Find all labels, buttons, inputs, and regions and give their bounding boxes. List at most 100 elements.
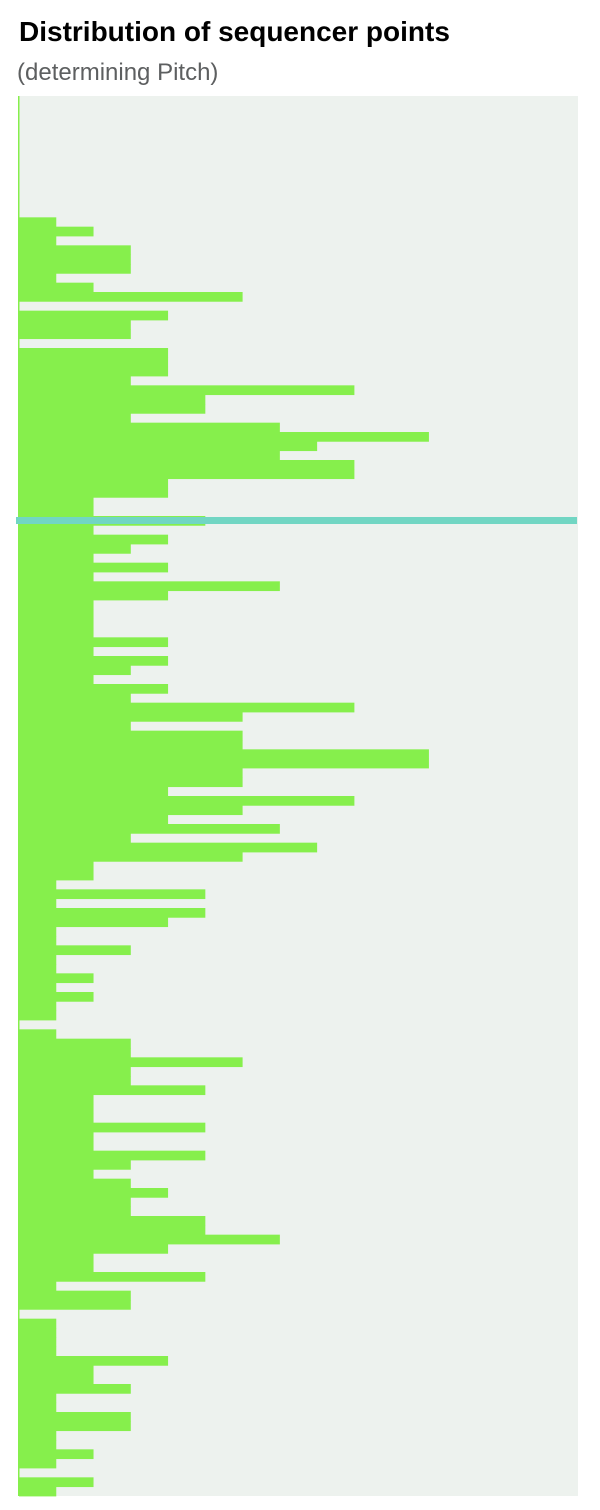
bar-r143 <box>19 1421 131 1432</box>
bar-r142 <box>19 1412 131 1422</box>
bar-r57 <box>19 618 94 629</box>
bar-r140 <box>19 1393 57 1404</box>
bar-r18 <box>19 254 131 265</box>
bar-r118 <box>19 1188 169 1198</box>
chart-subtitle: (determining Pitch) <box>17 59 219 86</box>
bar-r62 <box>19 665 131 676</box>
bar-r69 <box>19 730 243 741</box>
bar-r137 <box>19 1365 94 1376</box>
bar-r120 <box>19 1206 131 1217</box>
bar-r19 <box>19 264 131 274</box>
bar-r116 <box>19 1169 94 1180</box>
bar-r79 <box>19 824 280 834</box>
threshold-marker-line <box>16 517 577 524</box>
bar-r14 <box>19 217 57 228</box>
bar-r94 <box>19 964 57 974</box>
bar-r54 <box>19 590 169 601</box>
bar-r66 <box>19 702 355 713</box>
bar-r111 <box>19 1122 206 1133</box>
bar-r87 <box>19 898 57 909</box>
bar-r101 <box>19 1029 57 1040</box>
bar-r130 <box>19 1300 131 1310</box>
bar-r42 <box>19 478 169 489</box>
bar-r115 <box>19 1160 131 1170</box>
bar-r128 <box>19 1281 57 1292</box>
bar-r43 <box>19 488 169 498</box>
bar-r146 <box>19 1449 94 1460</box>
bar-r93 <box>19 954 57 965</box>
bar-r16 <box>19 236 57 246</box>
bar-r78 <box>19 814 169 825</box>
bar-r145 <box>19 1440 57 1450</box>
bar-r150 <box>19 1486 57 1497</box>
bar-r37 <box>19 432 429 442</box>
bar-r56 <box>19 609 94 620</box>
bar-r72 <box>19 758 429 769</box>
bar-r61 <box>19 656 169 666</box>
bar-r110 <box>19 1113 94 1124</box>
bar-r36 <box>19 422 280 433</box>
bar-r121 <box>19 1216 206 1226</box>
bar-r49 <box>19 544 131 554</box>
bar-r52 <box>19 572 94 582</box>
bar-r55 <box>19 600 94 610</box>
bar-r81 <box>19 842 318 853</box>
bar-r112 <box>19 1132 94 1142</box>
bar-r39 <box>19 450 280 461</box>
bar-r126 <box>19 1262 94 1273</box>
bar-r30 <box>19 366 169 377</box>
bar-r47 <box>19 525 94 536</box>
bar-r53 <box>19 581 280 592</box>
bar-r40 <box>19 460 355 470</box>
bar-r85 <box>19 880 57 890</box>
bar-r114 <box>19 1150 206 1161</box>
bar-r91 <box>19 936 57 946</box>
bar-r129 <box>19 1290 131 1301</box>
bar-r139 <box>19 1384 131 1394</box>
bar-r21 <box>19 282 94 293</box>
bar-r136 <box>19 1356 169 1366</box>
bar-r77 <box>19 805 243 816</box>
bar-r89 <box>19 917 169 928</box>
bar-r33 <box>19 394 206 405</box>
bar-r123 <box>19 1234 280 1245</box>
bar-r29 <box>19 357 169 368</box>
bar-r44 <box>19 497 94 508</box>
bar-r98 <box>19 1001 57 1012</box>
chart-title: Distribution of sequencer points <box>19 16 450 47</box>
bar-r17 <box>19 245 131 256</box>
bar-r74 <box>19 777 243 788</box>
bar-r105 <box>19 1066 131 1077</box>
bar-r75 <box>19 786 169 797</box>
bar-r38 <box>19 441 318 452</box>
bar-r86 <box>19 889 206 900</box>
bar-r122 <box>19 1225 206 1236</box>
bar-r124 <box>19 1244 169 1254</box>
bar-r22 <box>19 292 243 302</box>
bar-r67 <box>19 712 243 722</box>
bar-r80 <box>19 833 131 844</box>
bar-r106 <box>19 1076 131 1086</box>
bar-r83 <box>19 861 94 872</box>
bar-r133 <box>19 1328 57 1338</box>
bar-r132 <box>19 1318 57 1329</box>
bar-r147 <box>19 1458 57 1469</box>
bar-r108 <box>19 1094 94 1105</box>
bar-r103 <box>19 1048 131 1058</box>
bar-r48 <box>19 534 169 545</box>
bar-r134 <box>19 1337 57 1348</box>
bar-r138 <box>19 1374 94 1385</box>
bar-r84 <box>19 870 94 881</box>
bar-r149 <box>19 1477 94 1488</box>
bar-r92 <box>19 945 131 956</box>
bar-r20 <box>19 273 57 284</box>
bar-r125 <box>19 1253 94 1264</box>
bar-r63 <box>19 674 94 685</box>
bar-r82 <box>19 852 243 862</box>
bar-r25 <box>19 320 131 330</box>
bar-r58 <box>19 628 94 638</box>
bar-r88 <box>19 908 206 918</box>
bar-r76 <box>19 796 355 806</box>
bar-r107 <box>19 1085 206 1096</box>
